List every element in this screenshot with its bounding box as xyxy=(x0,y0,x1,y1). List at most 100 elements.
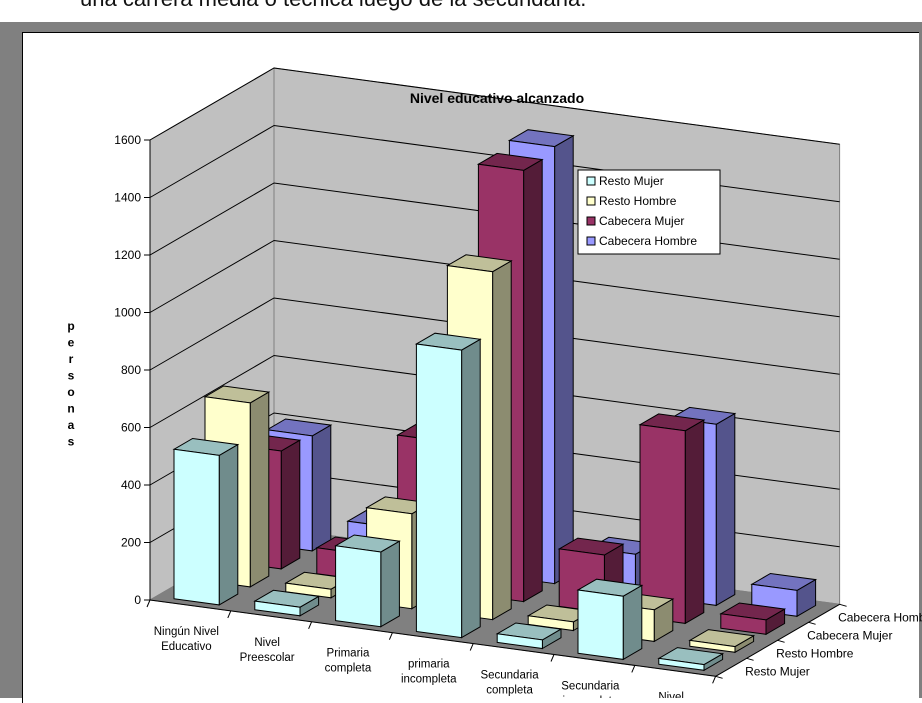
bar-side-face xyxy=(218,443,239,606)
y-axis-label-letter: s xyxy=(68,369,75,383)
x-tick-label: Nivel xyxy=(254,637,280,649)
x-tick-label: completa xyxy=(486,685,533,697)
bar-resto-mujer xyxy=(253,589,321,617)
x-tick-label: Nivel xyxy=(658,691,684,698)
y-axis-label-letter: p xyxy=(67,319,74,333)
y-tick-label: 200 xyxy=(121,536,141,550)
bar-resto-hombre xyxy=(688,629,756,654)
x-tick-mark xyxy=(146,599,151,608)
y-tick-label: 0 xyxy=(134,593,141,607)
legend-label: Resto Hombre xyxy=(599,194,677,208)
depth-label: Cabecera Hombre xyxy=(838,610,922,624)
bar-front-face xyxy=(173,448,220,606)
x-tick-mark xyxy=(308,621,313,629)
y-tick-labels: 0 200 400 600 800 1000 1200 1400 1600 xyxy=(114,133,141,607)
chart-title: Nivel educativo alcanzado xyxy=(410,90,584,106)
bar-resto-mujer xyxy=(657,647,725,672)
x-axis-line xyxy=(149,599,716,677)
x-tick-label: Preescolar xyxy=(240,652,295,664)
chart-axes xyxy=(144,139,847,684)
x-tick-mark xyxy=(550,654,555,662)
x-tick-label: incompleta xyxy=(563,695,619,698)
y-tick-label: 1200 xyxy=(114,248,141,262)
gridline xyxy=(149,67,840,145)
bar-front-face xyxy=(639,424,686,624)
bar-side-face xyxy=(684,419,705,625)
y-tick-label: 1400 xyxy=(114,191,141,205)
y-axis-label-letter: s xyxy=(68,435,75,449)
y-axis-label-letter: a xyxy=(68,418,75,432)
bar-front-face xyxy=(335,545,382,628)
bar-side-face xyxy=(554,134,574,585)
gridline xyxy=(149,239,840,318)
bar-side-face xyxy=(622,584,643,661)
x-tick-mark xyxy=(469,643,474,651)
gridline xyxy=(149,297,840,375)
bar-resto-mujer xyxy=(576,578,644,661)
depth-tick-mark xyxy=(777,639,785,643)
x-tick-mark xyxy=(631,665,636,673)
bar-resto-mujer xyxy=(414,332,482,639)
legend-swatch xyxy=(586,196,596,206)
depth-tick-mark xyxy=(715,675,723,679)
legend-label: Resto Mujer xyxy=(599,174,664,188)
y-tick-label: 800 xyxy=(121,363,141,377)
y-tick-label: 400 xyxy=(121,478,141,492)
bar-resto-mujer xyxy=(495,622,563,650)
depth-tick-mark xyxy=(839,603,847,607)
chart-bars xyxy=(172,129,818,672)
legend-label: Cabecera Hombre xyxy=(599,234,697,248)
bar-front-face xyxy=(689,639,736,653)
x-tick-labels: Ningún Nivel Educativo Nivel Preescolar Prim… xyxy=(154,626,684,698)
bar-side-face xyxy=(715,412,736,607)
x-tick-mark xyxy=(388,632,393,640)
bar-resto-mujer xyxy=(172,437,240,606)
bar-front-face xyxy=(415,343,463,639)
chart-legend: Resto Mujer Resto Hombre Cabecera Mujer Cab… xyxy=(577,169,721,255)
y-axis-label-letter: r xyxy=(69,352,74,366)
legend-swatch xyxy=(586,236,596,246)
bar-front-face xyxy=(720,613,767,635)
bar-resto-mujer xyxy=(334,534,401,628)
depth-axis-labels: Resto Mujer Resto Hombre Cabecera Mujer Cab… xyxy=(745,610,922,678)
x-tick-mark xyxy=(227,610,232,619)
bar-cabecera-mujer xyxy=(719,602,787,636)
bar-front-face xyxy=(658,657,705,671)
x-tick-mark xyxy=(712,676,717,684)
x-tick-label: completa xyxy=(325,663,372,675)
bar-front-face xyxy=(496,633,543,650)
x-tick-label: incompleta xyxy=(401,674,457,686)
bar-side-face xyxy=(311,424,332,552)
gridline xyxy=(149,354,840,433)
bar-side-face xyxy=(280,439,301,570)
depth-label: Resto Hombre xyxy=(776,646,854,660)
y-tick-label: 1600 xyxy=(114,133,141,147)
depth-label: Resto Mujer xyxy=(745,664,810,678)
x-tick-label: Educativo xyxy=(161,641,212,653)
bar-side-face xyxy=(492,260,512,621)
bar-side-face xyxy=(249,391,270,588)
y-axis-label-letter: e xyxy=(68,336,75,350)
depth-tick-mark xyxy=(808,621,816,625)
legend-label: Cabecera Mujer xyxy=(599,214,684,228)
legend-swatch xyxy=(586,176,596,186)
bar-front-face xyxy=(577,589,624,660)
x-tick-label: Primaria xyxy=(327,648,370,660)
legend-swatch xyxy=(586,216,596,226)
y-tick-label: 1000 xyxy=(114,306,141,320)
legend-box xyxy=(577,169,721,255)
x-tick-label: Secundaria xyxy=(561,680,620,692)
y-axis-label-letter: o xyxy=(67,385,74,399)
bar-cabecera-mujer xyxy=(638,413,706,625)
x-tick-label: primaria xyxy=(408,659,450,671)
bar-side-face xyxy=(461,338,481,639)
x-tick-label: Secundaria xyxy=(480,670,539,682)
depth-tick-mark xyxy=(746,657,754,661)
y-axis-label-letter: n xyxy=(67,402,74,416)
page-caption-text: una carrera media o técnica luego de la … xyxy=(80,0,586,12)
bar-side-face xyxy=(523,158,543,603)
y-tick-label: 600 xyxy=(121,421,141,435)
x-tick-label: Ningún Nivel xyxy=(154,626,219,638)
